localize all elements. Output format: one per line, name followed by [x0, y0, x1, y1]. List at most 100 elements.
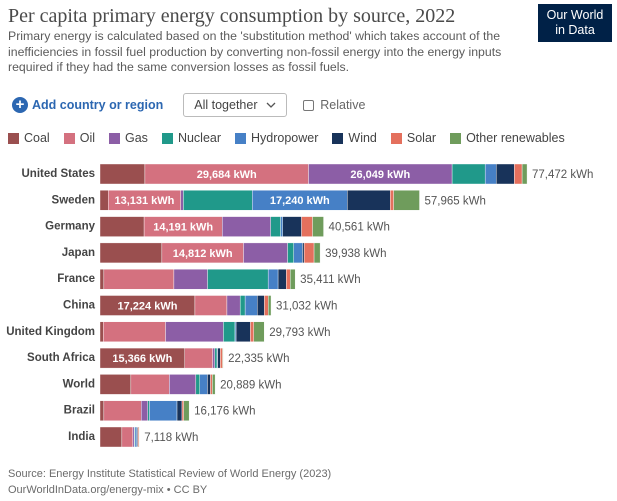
logo[interactable]: Our World in Data: [538, 4, 612, 42]
plus-icon: +: [12, 97, 28, 113]
value-label: 17,240 kWh: [270, 195, 330, 207]
bar-segment: [99, 216, 145, 237]
total-label: 22,335 kWh: [228, 353, 289, 365]
bar-segment: [165, 321, 224, 342]
legend-item[interactable]: Wind: [332, 131, 377, 145]
category-label: Germany: [45, 221, 95, 233]
checkbox[interactable]: Relative: [303, 98, 365, 112]
bar-segment: [244, 295, 258, 316]
legend-label: Solar: [406, 131, 437, 145]
legend-item[interactable]: Coal: [8, 131, 50, 145]
bar-segment: [99, 426, 123, 448]
legend-label: Nuclear: [177, 131, 222, 145]
legend-label: Oil: [79, 131, 95, 145]
bar-segment: [313, 242, 321, 264]
bar-segment: [99, 269, 105, 290]
legend-item[interactable]: Other renewables: [450, 131, 565, 145]
total-label: 77,472 kWh: [532, 169, 593, 181]
bar-segment: [267, 269, 279, 290]
total-label: 7,118 kWh: [144, 432, 198, 444]
add-label: Add country or region: [32, 98, 164, 112]
source: Source: Energy Institute Statistical Rev…: [8, 468, 332, 480]
total-label: 20,889 kWh: [220, 379, 281, 391]
bar-segment: [312, 216, 324, 237]
bar-segment: [99, 321, 104, 342]
legend-item[interactable]: Solar: [390, 131, 437, 145]
chevron: [266, 102, 276, 108]
bar-segment: [303, 242, 315, 264]
bar-segment: [99, 400, 105, 421]
bar-segment: [214, 347, 218, 369]
category-label: Sweden: [52, 194, 95, 206]
checkbox-label: Relative: [320, 98, 366, 112]
value-label: 15,366 kWh: [112, 353, 172, 365]
category-label: China: [63, 300, 96, 312]
bar-segment: [451, 163, 486, 185]
category-label: United Kingdom: [6, 326, 95, 338]
bar-segment: [347, 190, 391, 211]
bar-segment: [226, 295, 241, 316]
bar-segment: [243, 242, 288, 264]
value-label: 26,049 kWh: [350, 169, 410, 181]
total-label: 35,411 kWh: [300, 274, 361, 286]
category-label: South Africa: [27, 352, 96, 364]
bar-segment: [134, 426, 138, 448]
bar-segment: [268, 295, 272, 316]
legend-item[interactable]: Gas: [109, 131, 148, 145]
add-button[interactable]: + Add country or region: [12, 97, 163, 113]
bar-segment: [253, 321, 265, 342]
bar-segment: [199, 374, 208, 395]
bar-segment: [495, 163, 515, 185]
legend-swatch: [161, 132, 173, 144]
bar-segment: [194, 295, 228, 316]
bar-segment: [286, 269, 291, 290]
controls: + Add country or region All together Rela…: [12, 92, 365, 118]
total-label: 29,793 kWh: [269, 327, 330, 339]
dropdown[interactable]: All together: [183, 93, 288, 117]
bar-segment: [207, 374, 211, 395]
bar-segment: [290, 269, 296, 290]
category-label: France: [57, 273, 95, 285]
legend-label: Gas: [125, 131, 148, 145]
legend-swatch: [332, 132, 344, 144]
bar-segment: [103, 400, 142, 421]
bar-segment: [223, 321, 236, 342]
category-label: United States: [22, 168, 96, 180]
legend-label: Coal: [24, 131, 50, 145]
legend-swatch: [235, 132, 247, 144]
value-label: 17,224 kWh: [118, 300, 178, 312]
total-label: 57,965 kWh: [424, 195, 485, 207]
footer: Source: Energy Institute Statistical Rev…: [8, 466, 331, 498]
value-label: 13,131 kWh: [114, 195, 174, 207]
bar-segment: [222, 216, 271, 237]
bar-segment: [257, 295, 265, 316]
legend-item[interactable]: Hydropower: [235, 131, 318, 145]
legend-item[interactable]: Nuclear: [161, 131, 222, 145]
bar-segment: [390, 190, 394, 211]
bar-segment: [141, 400, 149, 421]
legend-swatch: [63, 132, 75, 144]
legend-item[interactable]: Oil: [63, 131, 95, 145]
legend: Coal Oil Gas Nuclear Hydropower Wind Solar Othe…: [8, 131, 565, 145]
bar-segment: [99, 190, 109, 211]
checkbox-box: [303, 99, 315, 111]
value-label: 29,684 kWh: [197, 169, 257, 181]
bar-segment: [212, 347, 216, 369]
bar-segment: [99, 374, 132, 395]
subtitle: Primary energy is calculated based on th…: [8, 29, 502, 74]
category-label: Brazil: [64, 405, 95, 417]
total-label: 31,032 kWh: [276, 301, 337, 313]
url: OurWorldInData.org/energy-mix • CC BY: [8, 484, 208, 496]
legend-swatch: [8, 132, 19, 144]
category-label: Japan: [62, 247, 95, 259]
bar-segment: [207, 269, 269, 290]
bar-segment: [176, 400, 183, 421]
bar-segment: [287, 242, 294, 264]
bar-segment: [210, 374, 213, 395]
legend-label: Wind: [348, 131, 377, 145]
bar-segment: [217, 347, 221, 369]
bar-segment: [132, 426, 135, 448]
bar-segment: [222, 347, 224, 369]
bar-segment: [130, 374, 170, 395]
chart: United States 29,684 kWh 26,049 kWh 77,472 …: [6, 163, 593, 448]
